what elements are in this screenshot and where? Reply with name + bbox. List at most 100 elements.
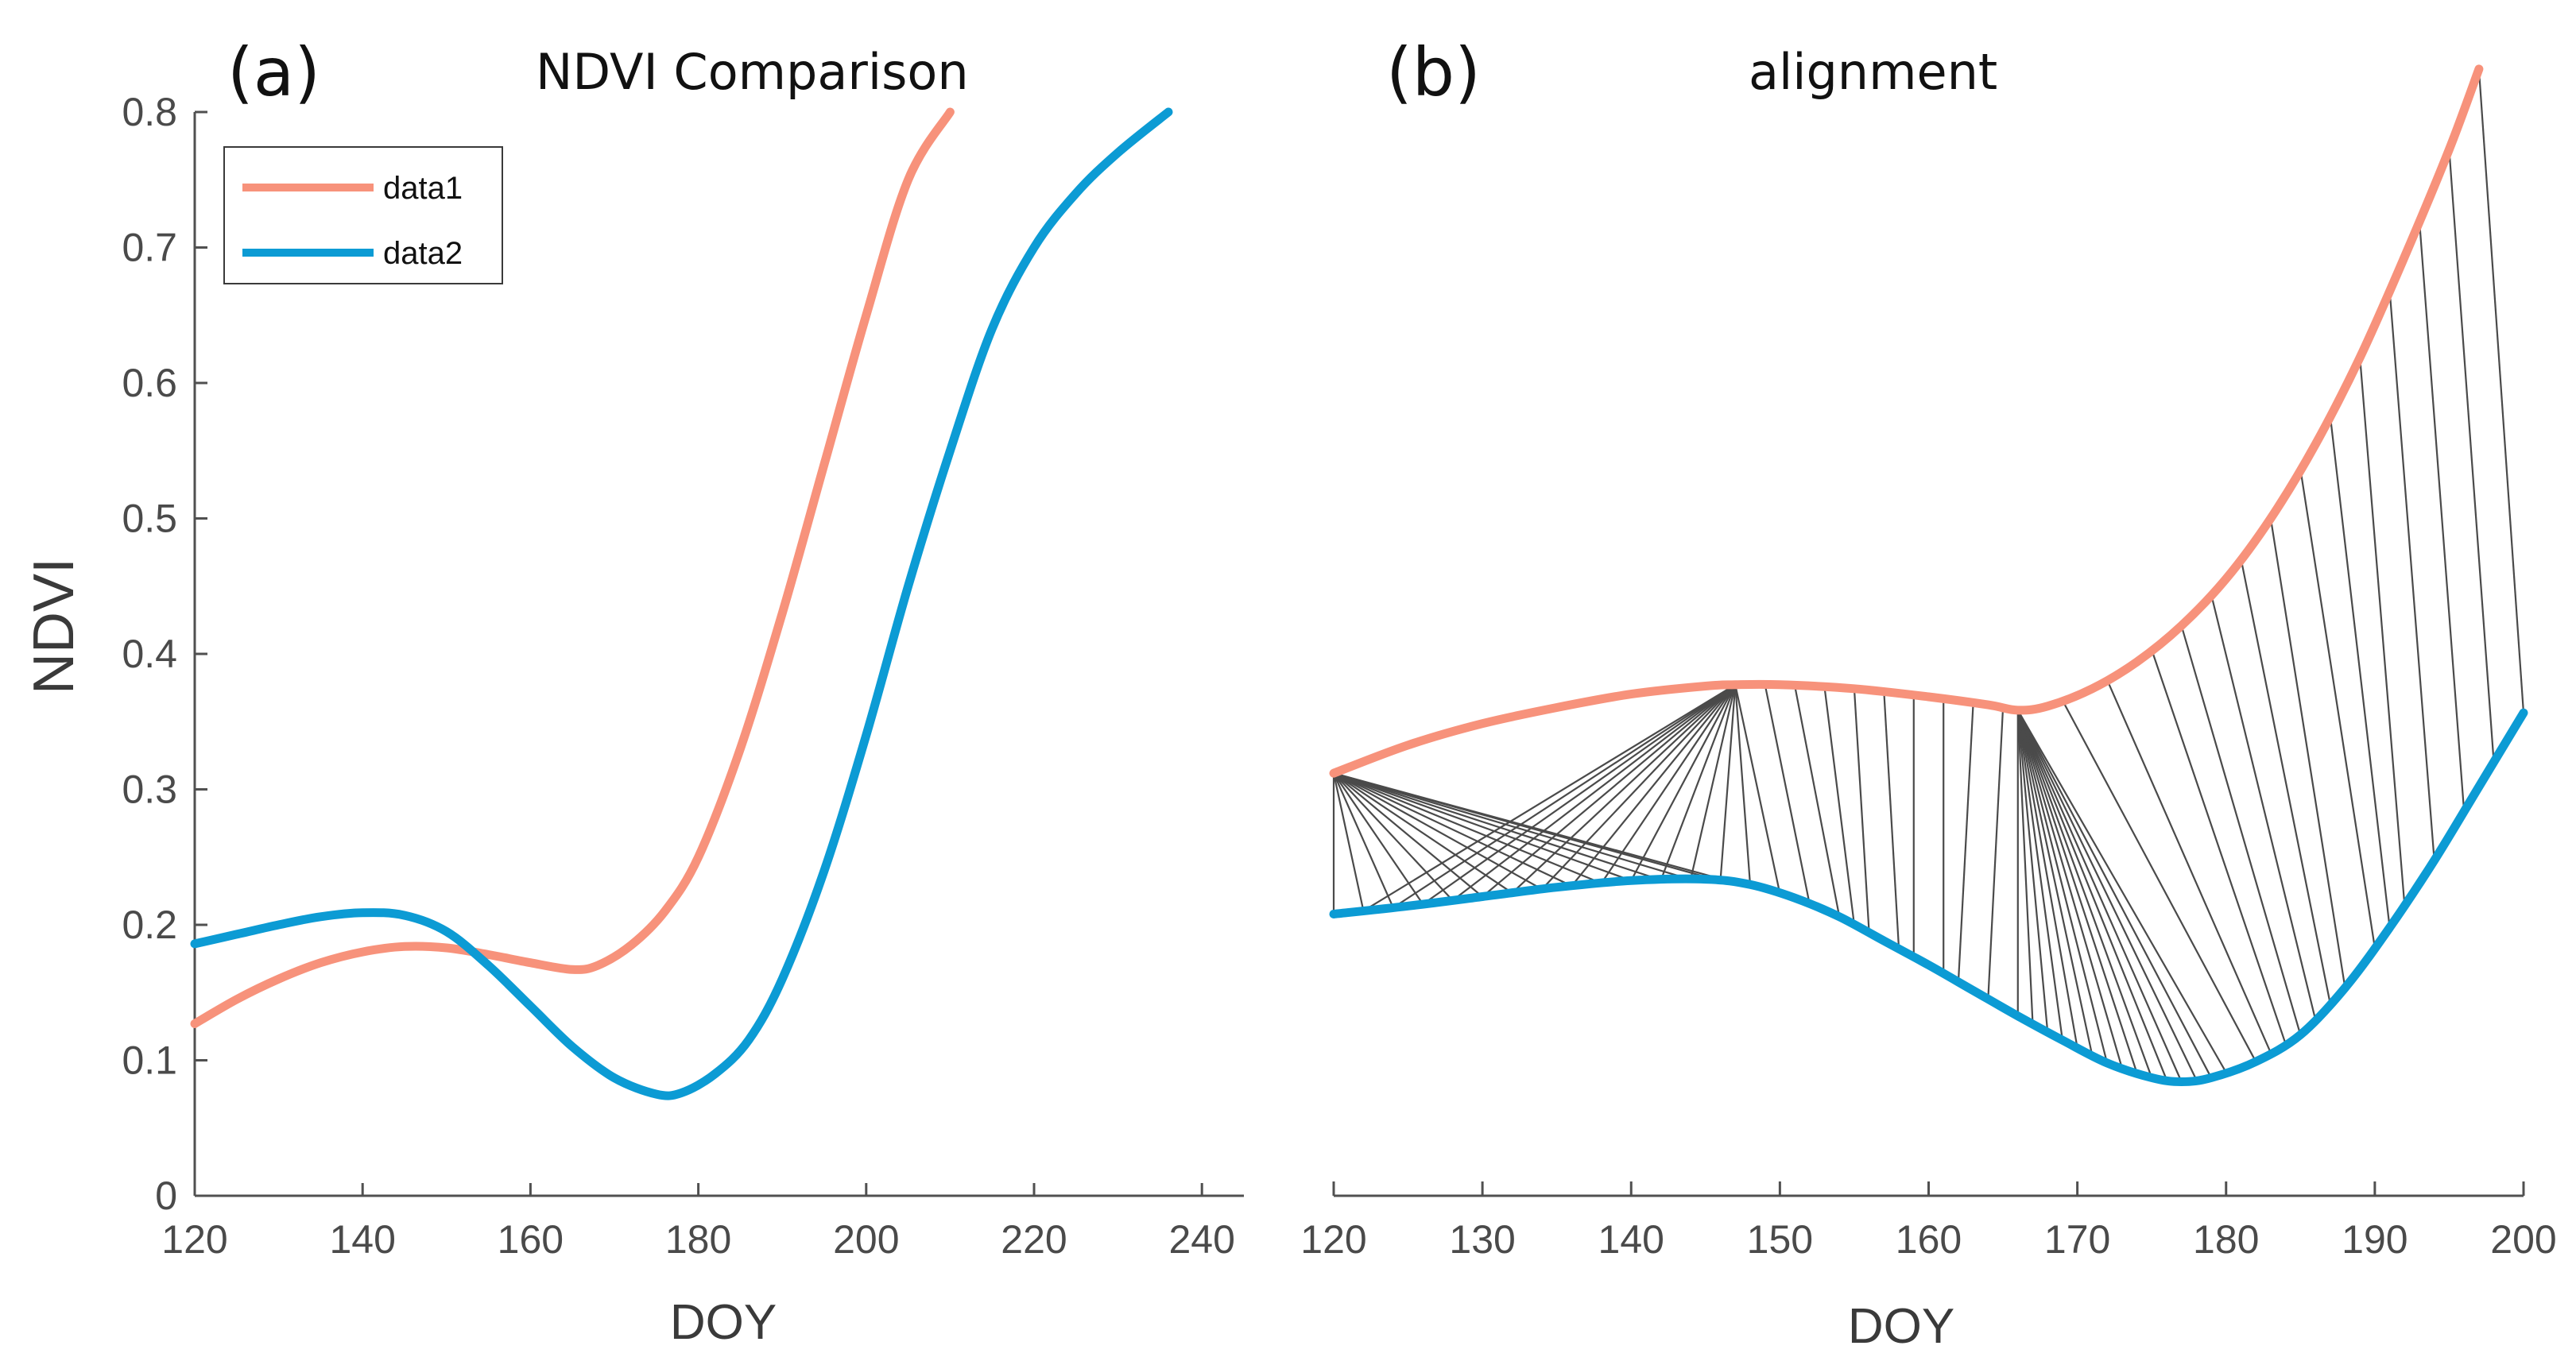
alignment-line xyxy=(2016,710,2034,1024)
alignment-line xyxy=(1734,684,1752,885)
legend-label-data2: data2 xyxy=(383,236,463,271)
y-tick-label: 0 xyxy=(155,1174,177,1218)
alignment-line xyxy=(1333,772,1632,882)
series-line-data2 xyxy=(190,107,1173,1100)
alignment-line xyxy=(1333,772,1736,884)
legend-box xyxy=(223,146,503,284)
alignment-line xyxy=(2016,710,2153,1078)
alignment-line xyxy=(1734,684,1781,894)
alignment-line xyxy=(2016,710,2078,1048)
x-tick-label: 200 xyxy=(833,1217,899,1262)
alignment-line xyxy=(1333,772,1424,905)
alignment-line xyxy=(2016,710,2094,1056)
alignment-line xyxy=(2448,149,2495,763)
series-line-data1 xyxy=(190,107,955,1028)
x-tick-label: 180 xyxy=(665,1217,731,1262)
y-tick-label: 0.7 xyxy=(122,226,177,270)
alignment-line xyxy=(2016,710,2109,1064)
alignment-line xyxy=(1794,685,1841,918)
alignment-line xyxy=(1333,772,1662,881)
x-tick-label: 150 xyxy=(1747,1217,1813,1262)
alignment-line xyxy=(1571,684,1737,887)
panel-b-plot-area: 120 130 140 150 160 170 180 190 200 xyxy=(1300,64,2557,1262)
series-line-data1 xyxy=(1329,64,2484,778)
alignment-line xyxy=(1482,683,1736,898)
x-tick-label: 240 xyxy=(1168,1217,1234,1262)
alignment-line xyxy=(2106,679,2272,1054)
alignment-line xyxy=(1690,684,1737,880)
alignment-line xyxy=(1883,691,1900,949)
panel-b-title: alignment xyxy=(1749,43,1997,101)
y-tick-label: 0.4 xyxy=(122,632,177,676)
panel-a-title: NDVI Comparison xyxy=(536,43,969,101)
alignment-line xyxy=(2016,710,2213,1078)
panel-a-plot-area: 0 0.1 0.2 0.3 0.4 0.5 0.6 0.7 0.8 120 140 160 180 200… xyxy=(122,90,1244,1262)
y-tick-label: 0.5 xyxy=(122,497,177,541)
alignment-line xyxy=(2388,290,2435,861)
alignment-line xyxy=(1853,688,1870,934)
alignment-line xyxy=(1332,772,1394,908)
alignment-line xyxy=(1333,772,1543,891)
panel-a-y-axis-label: NDVI xyxy=(22,558,86,694)
alignment-line xyxy=(2477,68,2525,713)
alignment-line xyxy=(1719,684,1737,881)
y-tick-label: 0.6 xyxy=(122,361,177,405)
y-tick-label: 0.3 xyxy=(122,768,177,812)
y-tick-label: 0.2 xyxy=(122,903,177,947)
x-tick-label: 130 xyxy=(1449,1217,1515,1262)
x-tick-label: 160 xyxy=(1896,1217,1962,1262)
alignment-line xyxy=(1957,702,1974,983)
x-tick-label: 170 xyxy=(2044,1217,2110,1262)
series-line-data2 xyxy=(1329,708,2528,1086)
alignment-line xyxy=(1511,683,1736,894)
alignment-line xyxy=(1422,683,1736,905)
alignment-line xyxy=(1600,684,1737,884)
alignment-line xyxy=(1764,684,1811,905)
alignment-line xyxy=(2016,710,2138,1073)
alignment-line xyxy=(2016,710,2049,1033)
x-tick-label: 200 xyxy=(2490,1217,2556,1262)
x-tick-label: 190 xyxy=(2342,1217,2407,1262)
alignment-line xyxy=(1333,772,1483,898)
alignment-line xyxy=(2329,415,2391,928)
alignment-line xyxy=(2418,221,2466,812)
x-tick-label: 140 xyxy=(1598,1217,1664,1262)
x-tick-label: 220 xyxy=(1001,1217,1067,1262)
panel-a-line-chart: (a) NDVI Comparison 0 0.1 0.2 0.3 0.4 0.5 0.6 0… xyxy=(22,33,1244,1350)
alignment-line xyxy=(1333,772,1513,894)
alignment-line xyxy=(2299,469,2376,948)
alignment-line xyxy=(1660,684,1737,880)
legend-label-data1: data1 xyxy=(383,171,463,206)
alignment-line xyxy=(2016,710,2064,1041)
alignment-line xyxy=(2269,518,2346,988)
alignment-line xyxy=(1987,707,2005,1000)
alignment-line xyxy=(2016,710,2198,1081)
alignment-line xyxy=(2016,710,2167,1081)
alignment-line xyxy=(1333,772,1691,880)
alignment-line xyxy=(1362,683,1736,912)
x-tick-label: 140 xyxy=(329,1217,395,1262)
alignment-line xyxy=(1452,683,1736,902)
alignment-line xyxy=(2240,558,2331,1004)
alignment-line xyxy=(1393,683,1736,909)
alignment-line xyxy=(2016,710,2227,1073)
alignment-line xyxy=(2151,649,2287,1045)
x-tick-label: 120 xyxy=(1300,1217,1366,1262)
panel-a-tag: (a) xyxy=(227,33,320,111)
alignment-line xyxy=(2061,699,2257,1062)
legend: data1 data2 xyxy=(223,146,503,284)
alignment-line xyxy=(1333,772,1454,902)
alignment-line xyxy=(2016,710,2123,1069)
x-tick-label: 120 xyxy=(161,1217,227,1262)
alignment-line xyxy=(2359,357,2406,906)
panel-a-x-axis-label: DOY xyxy=(670,1295,777,1350)
alignment-line xyxy=(1630,684,1737,881)
alignment-line xyxy=(1541,684,1737,890)
alignment-line xyxy=(2016,710,2183,1082)
x-tick-label: 160 xyxy=(498,1217,564,1262)
panel-b-tag: (b) xyxy=(1386,33,1481,111)
alignment-line xyxy=(1823,686,1856,926)
alignment-line xyxy=(1332,772,1365,911)
y-tick-label: 0.1 xyxy=(122,1038,177,1083)
